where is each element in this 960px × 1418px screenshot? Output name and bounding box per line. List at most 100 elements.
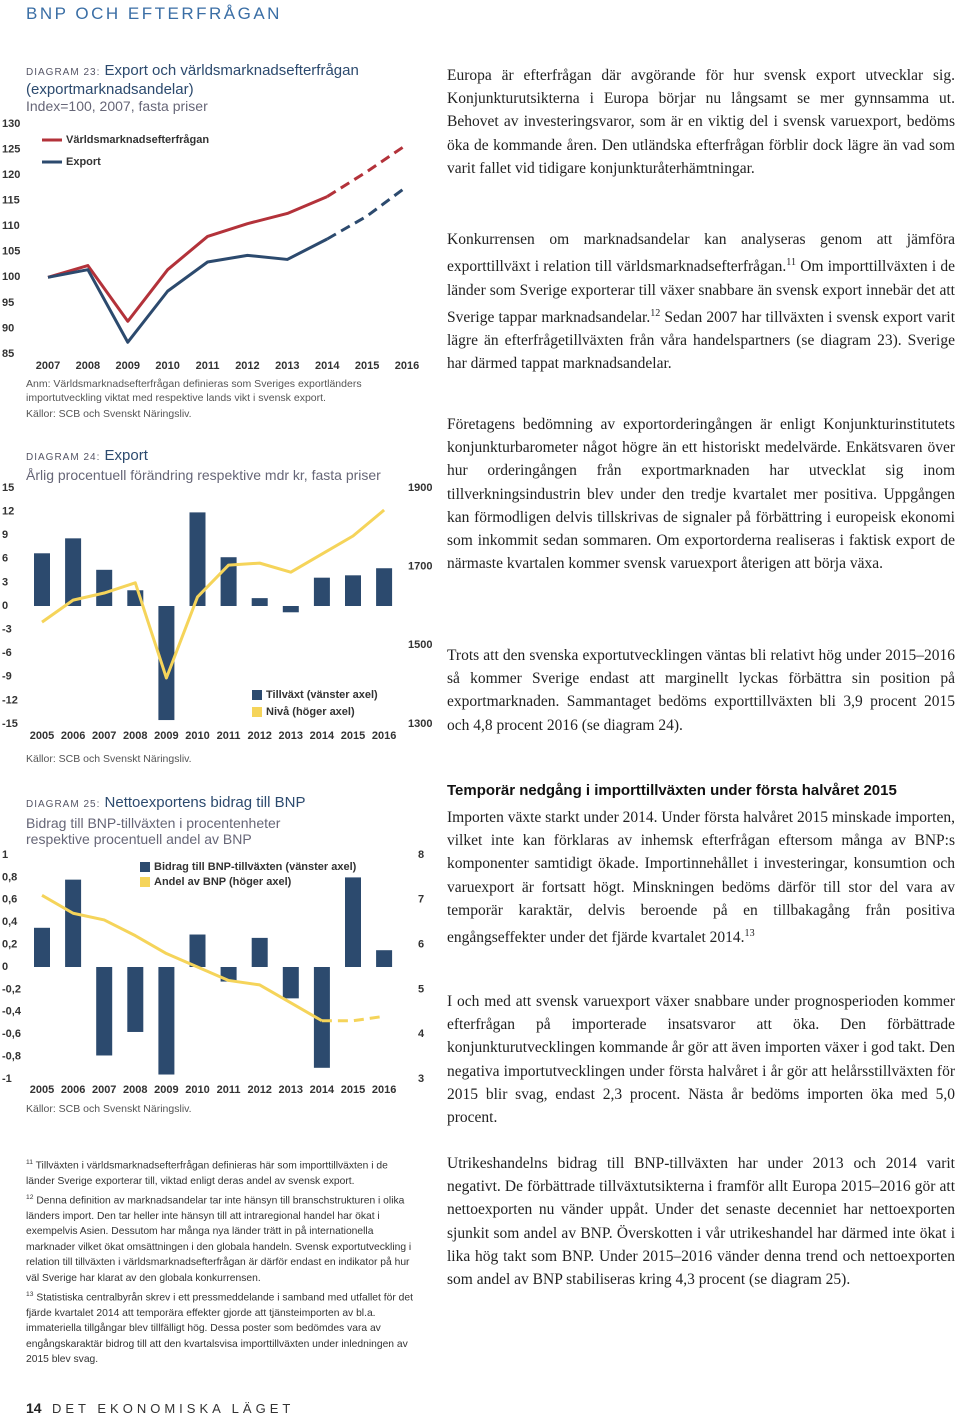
y-tick-label: 15 [2, 482, 14, 494]
x-tick-label: 2009 [154, 1084, 178, 1096]
x-tick-label: 2014 [310, 1084, 335, 1096]
bar [376, 950, 393, 967]
y-tick-label: 90 [2, 322, 14, 334]
y-tick-label: 6 [2, 553, 8, 565]
series-line [326, 185, 408, 241]
footnote: 12 Denna definition av marknadsandelar t… [26, 1190, 416, 1287]
bar [189, 934, 206, 967]
y-tick-label: 130 [2, 118, 20, 130]
text: Utrikeshandelns bidrag till BNP-tillväxt… [447, 1155, 955, 1289]
footnote-number: 11 [26, 1159, 33, 1166]
x-tick-label: 2006 [61, 730, 85, 742]
text: Om importtillväxten i de länder som Sver… [447, 258, 955, 326]
text: Sedan 2007 har tillväxten i svensk expor… [447, 308, 955, 373]
y2-tick-label: 1900 [408, 482, 432, 494]
chart-heading: DIAGRAM 25: Nettoexportens bidrag till B… [26, 794, 416, 813]
bar [158, 967, 175, 1075]
paragraph: Utrikeshandelns bidrag till BNP-tillväxt… [447, 1152, 955, 1291]
chart-subtitle: Bidrag till BNP-tillväxten i procentenhe… [26, 815, 281, 847]
chart-heading: DIAGRAM 24: Export [26, 447, 416, 466]
x-tick-label: 2007 [92, 1084, 116, 1096]
legend-label: Världsmarknadsefterfrågan [66, 134, 209, 146]
y-tick-label: 12 [2, 506, 14, 518]
y2-tick-label: 4 [418, 1028, 425, 1040]
legend-label: Bidrag till BNP-tillväxten (vänster axel… [154, 861, 357, 873]
paragraph: Europa är efterfrågan där avgörande för … [447, 64, 955, 180]
x-tick-label: 2013 [279, 730, 303, 742]
x-tick-label: 2016 [372, 730, 396, 742]
y2-tick-label: 3 [418, 1073, 424, 1085]
paragraph: Företagens bedömning av exportorderingån… [447, 413, 955, 575]
chart-heading: DIAGRAM 23: Export och världsmarknadseft… [26, 62, 416, 98]
y-tick-label: 95 [2, 297, 14, 309]
x-tick-label: 2015 [341, 730, 365, 742]
y2-tick-label: 5 [418, 983, 424, 995]
chart-label: DIAGRAM 24: [26, 452, 101, 463]
x-tick-label: 2012 [247, 1084, 271, 1096]
legend-label: Nivå (höger axel) [266, 706, 355, 718]
y2-tick-label: 1500 [408, 639, 432, 651]
series-line [47, 195, 328, 323]
y-tick-label: -9 [2, 671, 12, 683]
y-tick-label: 0,2 [2, 939, 17, 951]
series-line [41, 894, 323, 1023]
legend-swatch [252, 707, 262, 717]
x-tick-label: 2009 [154, 730, 178, 742]
footer-title: DET EKONOMISKA LÄGET [52, 1401, 295, 1416]
y-tick-label: -6 [2, 647, 12, 659]
x-tick-label: 2016 [372, 1084, 396, 1096]
x-tick-label: 2013 [279, 1084, 303, 1096]
x-tick-label: 2011 [196, 360, 220, 372]
footnote-ref: 13 [744, 928, 755, 940]
y-tick-label: 1 [2, 849, 8, 861]
paragraph: I och med att svensk varuexport växer sn… [447, 990, 955, 1129]
y-tick-label: 3 [2, 576, 8, 588]
footnote-ref: 11 [786, 257, 796, 269]
text: Konkurrensen om marknadsandelar kan anal… [447, 231, 955, 276]
chart-title: Nettoexportens bidrag till BNP [104, 794, 306, 811]
footnote: 13 Statistiska centralbyrån skrev i ett … [26, 1287, 416, 1368]
page-number: 14 [26, 1400, 42, 1416]
footnote-number: 12 [26, 1193, 34, 1201]
y-tick-label: -0,6 [2, 1028, 21, 1040]
x-tick-label: 2009 [116, 360, 140, 372]
section-header: BNP OCH EFTERFRÅGAN [26, 4, 282, 23]
y-tick-label: -1 [2, 1073, 12, 1085]
footnote-ref: 12 [650, 307, 661, 319]
series-line [321, 1014, 385, 1023]
y2-tick-label: 7 [418, 894, 424, 906]
x-tick-label: 2005 [30, 730, 54, 742]
chart-label: DIAGRAM 25: [26, 799, 101, 810]
chart-title: Export [104, 447, 148, 464]
series-line [47, 237, 328, 344]
x-tick-label: 2010 [185, 1084, 209, 1096]
y-tick-label: 0 [2, 600, 8, 612]
x-tick-label: 2013 [275, 360, 299, 372]
bar [251, 937, 268, 967]
bar [127, 967, 144, 1032]
x-tick-label: 2015 [355, 360, 379, 372]
x-tick-label: 2007 [36, 360, 60, 372]
y-tick-label: 0 [2, 961, 8, 973]
bar [376, 568, 393, 606]
x-tick-label: 2011 [217, 1084, 241, 1096]
x-tick-label: 2010 [155, 360, 179, 372]
y2-tick-label: 8 [418, 849, 424, 861]
legend-label: Andel av BNP (höger axel) [154, 876, 292, 888]
bar [96, 569, 113, 606]
y-tick-label: 120 [2, 169, 20, 181]
x-tick-label: 2011 [217, 730, 241, 742]
x-tick-label: 2005 [30, 1084, 54, 1096]
chart-source: Källor: SCB och Svenskt Näringsliv. [26, 408, 192, 420]
bar [313, 967, 330, 1068]
paragraph: Trots att den svenska exportutvecklingen… [447, 644, 955, 737]
legend-swatch [252, 690, 262, 700]
series-line [326, 143, 408, 198]
bar [282, 606, 299, 613]
text: Företagens bedömning av exportorderingån… [447, 416, 955, 573]
bar [96, 967, 113, 1056]
chart-source: Källor: SCB och Svenskt Näringsliv. [26, 1103, 192, 1115]
bar [345, 575, 361, 606]
bar [189, 512, 206, 606]
